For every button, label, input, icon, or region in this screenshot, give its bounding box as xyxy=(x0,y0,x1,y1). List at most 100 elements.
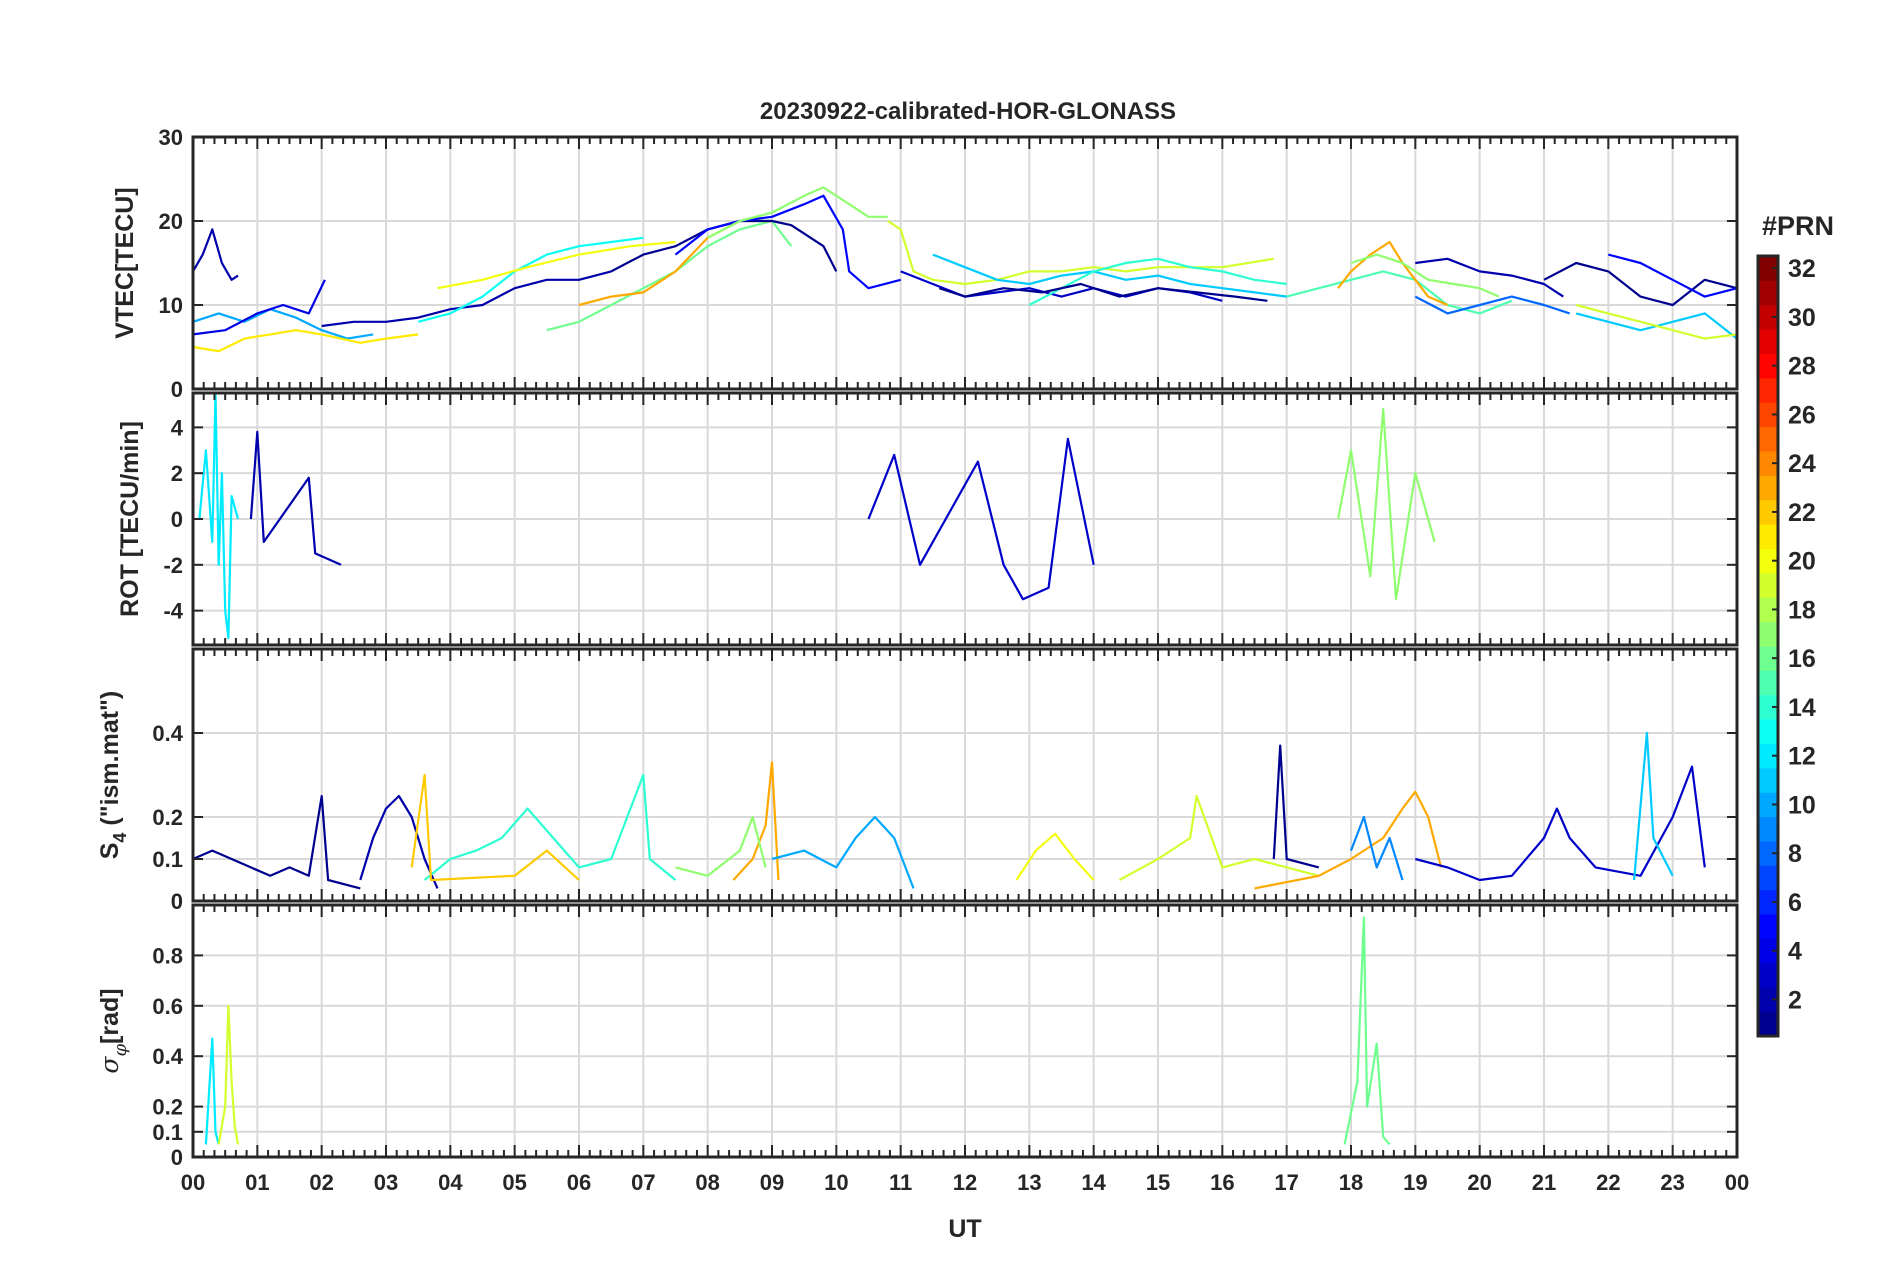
x-tick-label: 14 xyxy=(1081,1170,1106,1195)
x-tick-label: 09 xyxy=(760,1170,784,1195)
colorbar-swatch xyxy=(1758,329,1778,354)
y-tick-label: -4 xyxy=(163,599,183,624)
colorbar-swatch xyxy=(1758,499,1778,525)
y-tick-label: -2 xyxy=(163,553,183,578)
x-tick-label: 01 xyxy=(245,1170,269,1195)
colorbar-swatch xyxy=(1758,426,1778,452)
vtec-series-prn-21 xyxy=(192,329,419,353)
vtec-series-prn-11 xyxy=(932,253,1287,298)
y-tick-label: 10 xyxy=(159,293,183,318)
x-tick-label: 19 xyxy=(1403,1170,1427,1195)
x-tick-label: 16 xyxy=(1210,1170,1234,1195)
y-tick-label: 0.2 xyxy=(152,805,183,830)
sigma_phi-series-prn-16 xyxy=(1343,916,1391,1146)
colorbar-swatch xyxy=(1758,670,1778,696)
sigma-series xyxy=(204,916,1391,1146)
sigma-ylabel: σφ[rad] xyxy=(95,988,131,1073)
sigma-ylabel-main: σ xyxy=(95,1056,124,1074)
colorbar-tick-label: 32 xyxy=(1788,255,1816,283)
x-tick-label: 06 xyxy=(567,1170,591,1195)
x-tick-label: 08 xyxy=(695,1170,719,1195)
vtec-series-prn-8 xyxy=(1414,295,1571,315)
rot-series-prn-3 xyxy=(867,437,1095,601)
vtec-series xyxy=(192,186,1738,353)
y-tick-label: 0.1 xyxy=(152,847,183,872)
y-tick-label: 0.6 xyxy=(152,994,183,1019)
vtec-series-prn-5 xyxy=(1608,253,1738,298)
colorbar-label: #PRN xyxy=(1762,211,1834,241)
s4-ylabel: S4 ("ism.mat") xyxy=(96,691,130,860)
colorbar-swatch xyxy=(1758,572,1778,598)
colorbar-swatch xyxy=(1758,353,1778,379)
x-tick-label: 02 xyxy=(309,1170,333,1195)
colorbar-tick-label: 18 xyxy=(1788,596,1816,624)
colorbar-swatch xyxy=(1758,548,1778,574)
vtec-series-prn-1 xyxy=(1543,261,1738,307)
sigma-ylabel-rest: [rad] xyxy=(96,988,124,1044)
vtec-ylabel: VTEC[TECU] xyxy=(111,187,139,338)
colorbar-swatch xyxy=(1758,694,1778,720)
colorbar-tick-label: 20 xyxy=(1788,548,1816,576)
colorbar-swatch xyxy=(1758,865,1778,891)
s4-series-prn-3 xyxy=(1415,765,1706,882)
vtec-series-prn-14 xyxy=(1028,257,1287,306)
y-tick-label: 2 xyxy=(171,461,183,486)
colorbar-tick-label: 22 xyxy=(1788,499,1816,527)
rot-ylabel: ROT [TECU/min] xyxy=(116,421,144,617)
vtec-series-prn-4 xyxy=(192,279,326,336)
colorbar-tick-label: 16 xyxy=(1788,645,1816,673)
x-tick-label: 23 xyxy=(1660,1170,1684,1195)
colorbar-swatch xyxy=(1758,743,1778,769)
s4-ylabel-sub: 4 xyxy=(110,833,130,843)
colorbar-tick-label: 8 xyxy=(1788,840,1802,868)
colorbar-swatch xyxy=(1758,621,1778,647)
colorbar-tick-label: 30 xyxy=(1788,304,1816,332)
s4-series-prn-22 xyxy=(410,773,580,882)
y-tick-label: 0.4 xyxy=(152,1044,183,1069)
x-tick-label: 07 xyxy=(631,1170,655,1195)
colorbar-swatch xyxy=(1758,280,1778,306)
colorbar-swatch xyxy=(1758,475,1778,501)
rot-grid xyxy=(193,393,1737,645)
colorbar-tick-label: 26 xyxy=(1788,401,1816,429)
colorbar-swatch xyxy=(1758,719,1778,744)
s4-ylabel-rest: ("ism.mat") xyxy=(96,691,124,833)
sigma_phi-series-prn-12 xyxy=(204,1037,220,1145)
s4-series-prn-23 xyxy=(732,761,780,881)
vtec-series-prn-2 xyxy=(192,228,239,281)
vtec-series-prn-1 xyxy=(938,282,1268,302)
s4-series-prn-17 xyxy=(675,815,767,877)
colorbar-tick-label: 12 xyxy=(1788,743,1816,771)
colorbar-swatch xyxy=(1758,841,1778,866)
colorbar-swatches xyxy=(1758,256,1778,1037)
x-tick-label: 00 xyxy=(181,1170,205,1195)
y-tick-label: 0.1 xyxy=(152,1120,183,1145)
colorbar-swatch xyxy=(1758,597,1778,623)
panel-rot: -4 -2 0 2 4 ROT [TECU/min] xyxy=(116,391,1739,647)
colorbar-swatch xyxy=(1758,402,1778,428)
x-tick-label: 22 xyxy=(1596,1170,1620,1195)
sigma-ticks: 00.10.2 0.4 0.6 0.8 xyxy=(152,905,1738,1170)
vtec-series-prn-23 xyxy=(1337,240,1448,307)
s4-series-prn-2 xyxy=(359,794,439,889)
colorbar-swatch xyxy=(1758,1011,1778,1037)
colorbar-swatch xyxy=(1758,792,1778,818)
panel-sigma-phi: 00.10.2 0.4 0.6 0.8 σφ[rad] xyxy=(95,903,1739,1170)
x-axis-tick-labels: 00 01 02 03 04 05 06 07 08 09 10 11 12 13 14 15 16 17 18 19… xyxy=(181,1170,1749,1195)
chart-title: 20230922-calibrated-HOR-GLONASS xyxy=(760,98,1176,125)
sigma_phi-series-prn-19 xyxy=(217,1004,240,1145)
s4-series-prn-19 xyxy=(1118,794,1320,881)
colorbar-swatch xyxy=(1758,304,1778,330)
colorbar-swatch xyxy=(1758,889,1778,915)
x-tick-label: 15 xyxy=(1146,1170,1170,1195)
sigma-grid xyxy=(193,905,1737,1157)
colorbar-swatch xyxy=(1758,524,1778,549)
colorbar-tick-label: 10 xyxy=(1788,791,1816,819)
y-tick-label: 0 xyxy=(171,889,183,914)
vtec-series-prn-19 xyxy=(1575,303,1738,340)
colorbar-tick-label: 28 xyxy=(1788,353,1816,381)
y-tick-label: 0.4 xyxy=(152,721,183,746)
y-tick-label: 30 xyxy=(159,125,183,150)
